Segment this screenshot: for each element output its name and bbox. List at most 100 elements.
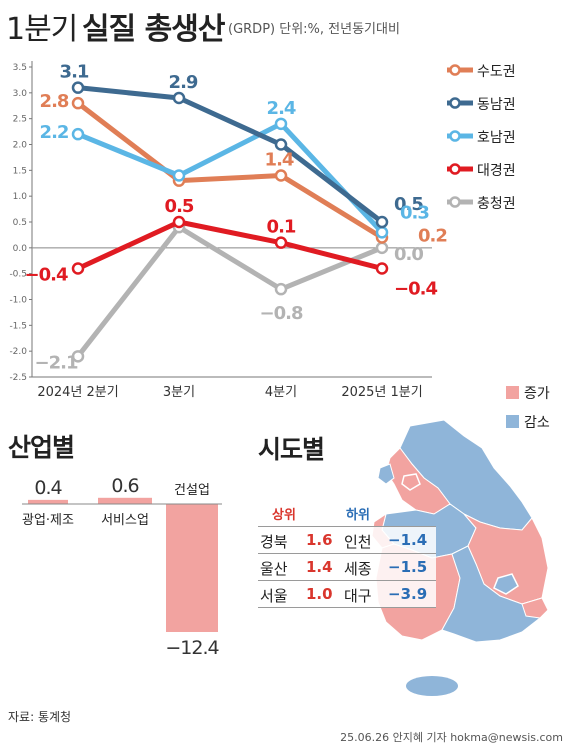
data-label: 3.1 (60, 62, 89, 83)
title-prefix: 1분기 (6, 12, 78, 47)
series-line-1 (76, 101, 384, 240)
data-label: 1.4 (265, 150, 294, 171)
data-point (274, 282, 288, 296)
data-label: 0.5 (394, 194, 423, 215)
data-point (71, 262, 85, 275)
bottom-region-value: −3.9 (388, 585, 428, 603)
industry-bar (28, 499, 68, 504)
bottom-region-value: −1.4 (388, 531, 428, 549)
map-legend-decrease-label: 감소 (524, 415, 550, 431)
y-tick-label: 2.0 (13, 141, 28, 151)
top-region-name: 울산 (260, 560, 288, 578)
data-label: −0.4 (394, 279, 437, 300)
map-region-seoul (401, 473, 421, 491)
industry-value: 0.4 (34, 477, 62, 499)
series-line-2 (77, 85, 384, 224)
industry-bar (166, 504, 218, 632)
top-header: 상위 (272, 508, 296, 523)
data-point (375, 215, 389, 229)
legend-label: 동남권 (477, 97, 516, 113)
data-point (172, 215, 186, 229)
y-tick-label: 1.0 (13, 192, 28, 202)
legend-swatch-icon (447, 130, 473, 142)
data-point (274, 236, 288, 249)
x-tick-label: 3분기 (163, 385, 195, 400)
data-label: −0.4 (25, 265, 68, 286)
data-label: 0.2 (418, 226, 447, 247)
data-point (71, 96, 85, 110)
data-label: 2.4 (267, 98, 296, 119)
increase-swatch (506, 386, 519, 399)
legend-swatch-icon (447, 196, 473, 208)
korea-region-map (372, 419, 549, 696)
top-region-name: 서울 (260, 587, 288, 605)
source-note: 자료: 통계청 (8, 710, 72, 724)
data-point (274, 117, 288, 131)
map-region-jeju (406, 676, 458, 696)
top-region-value: 1.6 (306, 531, 333, 549)
y-tick-label: 2.5 (13, 115, 27, 125)
map-region-incheon (377, 463, 395, 485)
data-label: 0.0 (394, 244, 423, 265)
legend-swatch-icon (447, 163, 473, 175)
data-point (375, 226, 389, 239)
y-tick-label: -2.0 (9, 347, 27, 357)
data-label: 0.5 (165, 196, 194, 217)
rank-row: 경북 1.6 인천 −1.4 (258, 526, 436, 553)
data-label: 2.9 (169, 72, 198, 93)
data-point (71, 350, 85, 363)
industry-bar-chart: 0.4 광업·제조 0.6 서비스업 −12.4 건설업 (22, 475, 222, 659)
data-point (71, 127, 85, 141)
data-point (274, 138, 288, 151)
legend-swatch-icon (447, 64, 473, 76)
industry-section-title: 산업별 (8, 433, 75, 462)
series-line-5 (76, 224, 383, 358)
data-point (172, 91, 186, 105)
legend-label: 수도권 (477, 64, 516, 80)
bottom-region-value: −1.5 (388, 558, 428, 576)
grdp-line-chart: 3.5 3.0 2.5 2.0 1.5 1.0 0.5 0.0 -0.5 -1.0 -1.5 -2.0… (9, 61, 448, 400)
page-subtitle: (GRDP) 단위:%, 전년동기대비 (228, 22, 400, 37)
bottom-header: 하위 (346, 508, 370, 523)
data-label: 2.8 (40, 91, 69, 112)
y-tick-label: 3.5 (13, 63, 27, 73)
series-line-3 (77, 121, 384, 235)
bottom-region-name: 세종 (344, 560, 372, 578)
bottom-region-name: 인천 (344, 533, 372, 551)
map-legend-increase-label: 증가 (524, 386, 550, 402)
credit-note: 25.06.26 안지혜 기자 hokma@newsis.com (340, 731, 563, 744)
data-point (375, 262, 389, 275)
industry-label: 서비스업 (101, 513, 149, 528)
region-section-title: 시도별 (258, 435, 325, 464)
y-tick-label: -0.5 (9, 270, 27, 280)
decrease-swatch (506, 415, 519, 428)
map-region-ulsan (521, 597, 549, 619)
y-tick-label: 1.5 (13, 166, 27, 176)
data-point (274, 169, 288, 182)
legend-label: 충청권 (477, 196, 516, 212)
x-tick-label: 2025년 1분기 (341, 385, 422, 400)
industry-value: 0.6 (111, 475, 138, 497)
data-label: 0.1 (267, 217, 296, 238)
rank-row: 서울 1.0 대구 −3.9 (258, 580, 436, 608)
y-tick-label: 0.5 (13, 218, 27, 228)
top-region-value: 1.4 (306, 558, 333, 576)
y-tick-label: -1.5 (9, 321, 27, 331)
map-legend-increase: 증가 (506, 383, 566, 403)
industry-bar (98, 497, 152, 504)
x-tick-label: 4분기 (265, 385, 297, 400)
industry-label: 광업·제조 (22, 513, 74, 528)
data-label: −0.8 (260, 303, 303, 324)
y-tick-label: -1.0 (9, 296, 27, 306)
map-region-daegu (493, 573, 519, 595)
rank-row: 울산 1.4 세종 −1.5 (258, 553, 436, 580)
map-legend-decrease: 감소 (506, 412, 566, 432)
industry-label: 건설업 (174, 483, 210, 498)
data-label: 2.2 (40, 122, 69, 143)
series-line-4 (76, 219, 383, 271)
legend-swatch-icon (447, 97, 473, 109)
y-tick-label: 3.0 (13, 89, 28, 99)
data-label: 0.3 (400, 202, 429, 223)
x-tick-label: 2024년 2분기 (37, 385, 118, 400)
bottom-region-name: 대구 (344, 587, 372, 605)
